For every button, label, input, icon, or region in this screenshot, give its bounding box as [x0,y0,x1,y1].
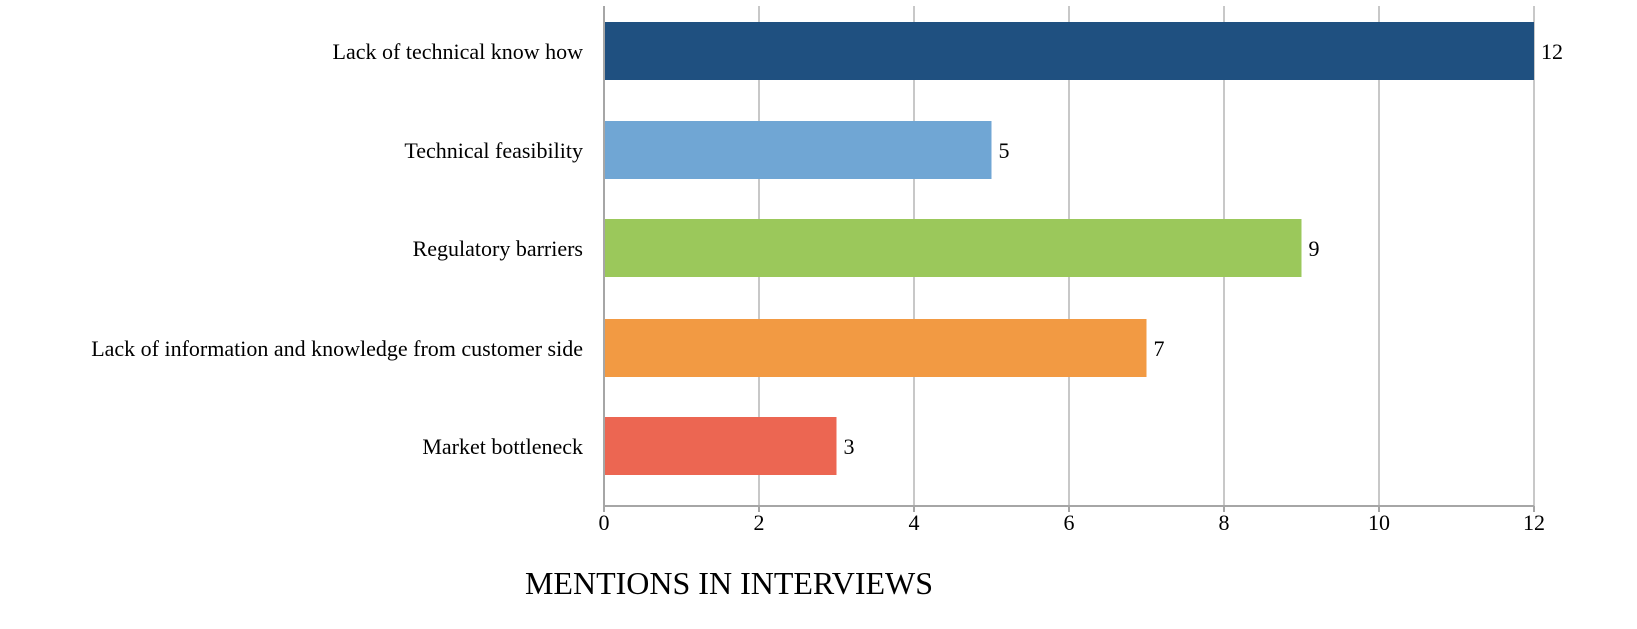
x-tick-labels: 0 2 4 6 8 10 12 [599,510,1546,535]
bar [604,22,1534,80]
category-label: Lack of information and knowledge from c… [91,336,583,361]
category-label: Lack of technical know how [333,39,584,64]
x-tick-label: 12 [1523,510,1545,535]
data-label: 7 [1154,336,1165,361]
data-labels: 12 5 9 7 3 [844,39,1564,459]
category-label: Market bottleneck [422,434,583,459]
x-axis-title: MENTIONS IN INTERVIEWS [525,565,933,601]
bar [604,319,1147,377]
bars [604,22,1534,475]
x-tick-label: 6 [1064,510,1075,535]
bar [604,219,1302,277]
data-label: 9 [1309,236,1320,261]
bar [604,417,837,475]
x-tick-label: 10 [1368,510,1390,535]
data-label: 12 [1541,39,1563,64]
data-label: 3 [844,434,855,459]
x-axis [603,6,1535,512]
category-label: Regulatory barriers [413,236,583,261]
x-tick-label: 4 [909,510,920,535]
x-tick-label: 2 [754,510,765,535]
category-labels: Lack of technical know how Technical feas… [91,39,583,459]
x-tick-label: 0 [599,510,610,535]
x-tick-label: 8 [1219,510,1230,535]
bar [604,121,992,179]
category-label: Technical feasibility [404,138,583,163]
data-label: 5 [999,138,1010,163]
